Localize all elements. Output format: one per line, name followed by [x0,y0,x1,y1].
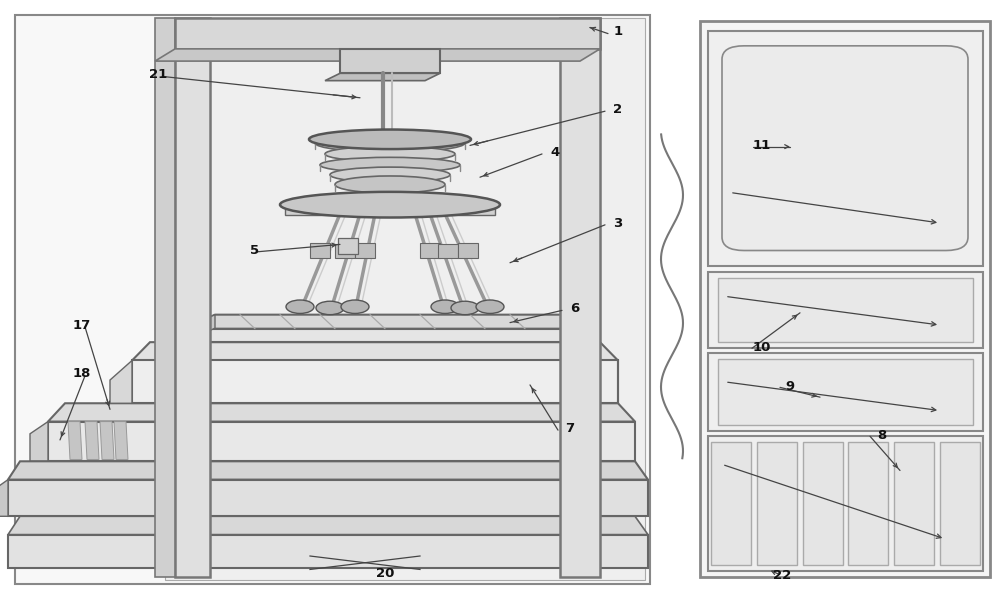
Ellipse shape [320,158,460,172]
Text: 3: 3 [613,216,623,230]
Polygon shape [185,315,215,342]
Text: 7: 7 [565,422,575,436]
Text: 6: 6 [570,302,580,315]
Text: 18: 18 [73,367,91,381]
FancyBboxPatch shape [722,46,968,251]
Ellipse shape [316,301,344,315]
Polygon shape [68,422,82,459]
Bar [310,243,330,258]
Polygon shape [8,535,648,568]
Ellipse shape [431,300,459,313]
Ellipse shape [330,167,450,182]
Bar [803,442,842,565]
Bar [700,21,990,577]
Text: 11: 11 [753,139,771,152]
Polygon shape [8,461,648,480]
Ellipse shape [335,176,445,193]
Ellipse shape [341,300,369,313]
Ellipse shape [309,130,471,149]
Bar [718,278,973,342]
Bar [757,442,797,565]
Bar [438,244,458,258]
Text: 17: 17 [73,318,91,332]
Polygon shape [48,422,635,461]
Bar [708,272,983,348]
Bar [894,442,934,565]
Bar [940,442,980,565]
Polygon shape [185,329,590,342]
Ellipse shape [315,134,465,152]
Bar [285,203,495,215]
Polygon shape [85,422,99,459]
Bar [338,238,358,254]
Polygon shape [8,516,648,535]
Bar [15,15,650,584]
Polygon shape [175,18,600,49]
Bar [848,442,888,565]
Ellipse shape [325,146,455,161]
Text: 10: 10 [753,340,771,354]
Bar [708,353,983,431]
Polygon shape [155,49,600,61]
Polygon shape [100,422,114,459]
Polygon shape [175,18,210,577]
Polygon shape [340,49,440,73]
Ellipse shape [280,192,500,218]
Polygon shape [48,403,635,422]
Polygon shape [0,480,8,516]
Polygon shape [325,73,440,81]
Bar [711,442,751,565]
Text: 22: 22 [773,569,791,582]
Polygon shape [132,360,618,403]
Ellipse shape [476,300,504,313]
Ellipse shape [451,301,479,315]
Bar [708,31,983,266]
Polygon shape [110,360,132,403]
Text: 4: 4 [550,146,560,159]
Text: 21: 21 [149,68,167,81]
Text: 20: 20 [376,566,394,580]
Polygon shape [114,422,128,459]
Polygon shape [560,18,600,577]
Bar [420,243,440,258]
Text: 2: 2 [613,103,623,117]
Polygon shape [8,480,648,516]
Polygon shape [185,315,590,329]
Bar [708,436,983,571]
Bar [458,243,478,258]
Text: 1: 1 [613,25,623,38]
Text: 8: 8 [877,428,887,442]
Polygon shape [132,342,618,360]
Bar [165,18,645,580]
Polygon shape [155,18,175,577]
Bar [335,244,355,258]
Text: 9: 9 [785,379,795,393]
Ellipse shape [286,300,314,313]
Bar [718,359,973,425]
Text: 5: 5 [250,244,260,257]
Polygon shape [30,422,48,461]
Bar [355,243,375,258]
